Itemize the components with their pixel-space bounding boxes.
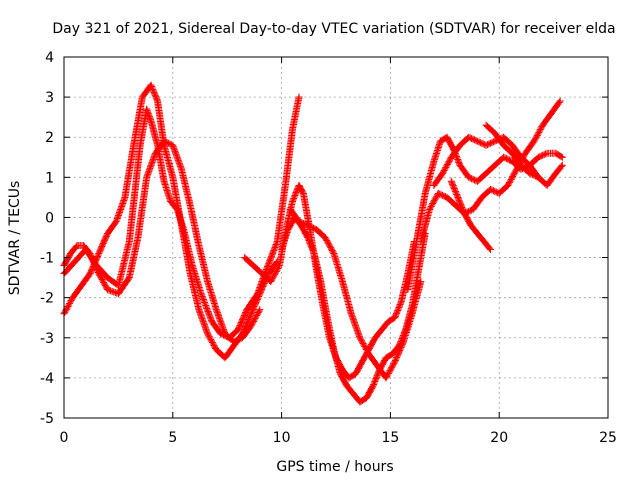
y-tick-label: 2 <box>45 130 54 146</box>
series-sat-f <box>286 205 425 382</box>
series-sat-j <box>447 177 494 253</box>
series-sat-b <box>60 81 281 362</box>
y-axis-label: SDTVAR / TECUs <box>7 181 23 296</box>
series-sat-e <box>278 213 429 406</box>
x-tick-label: 5 <box>168 430 177 446</box>
series-sat-k <box>482 121 542 181</box>
y-tick-label: -5 <box>40 411 54 427</box>
y-tick-label: -3 <box>40 331 54 347</box>
y-tick-label: 1 <box>45 170 54 186</box>
y-tick-label: -2 <box>40 291 54 307</box>
x-tick-label: 25 <box>599 430 617 446</box>
chart-title: Day 321 of 2021, Sidereal Day-to-day VTE… <box>52 21 615 37</box>
y-tick-label: 4 <box>45 50 54 66</box>
x-tick-label: 0 <box>60 430 69 446</box>
plot-frame <box>63 56 609 419</box>
axis-ticks: 0 5 10 15 20 25 -5 -4 -3 -2 -1 0 1 2 3 4 <box>40 50 617 446</box>
y-tick-label: -1 <box>40 251 54 267</box>
y-tick-label: 0 <box>45 210 54 226</box>
series-layer <box>60 81 566 406</box>
y-tick-label: -4 <box>40 371 54 387</box>
x-axis-label: GPS time / hours <box>276 459 393 475</box>
x-tick-label: 15 <box>381 430 399 446</box>
y-tick-label: 3 <box>45 90 54 106</box>
x-tick-label: 20 <box>490 430 508 446</box>
x-tick-label: 10 <box>273 430 291 446</box>
